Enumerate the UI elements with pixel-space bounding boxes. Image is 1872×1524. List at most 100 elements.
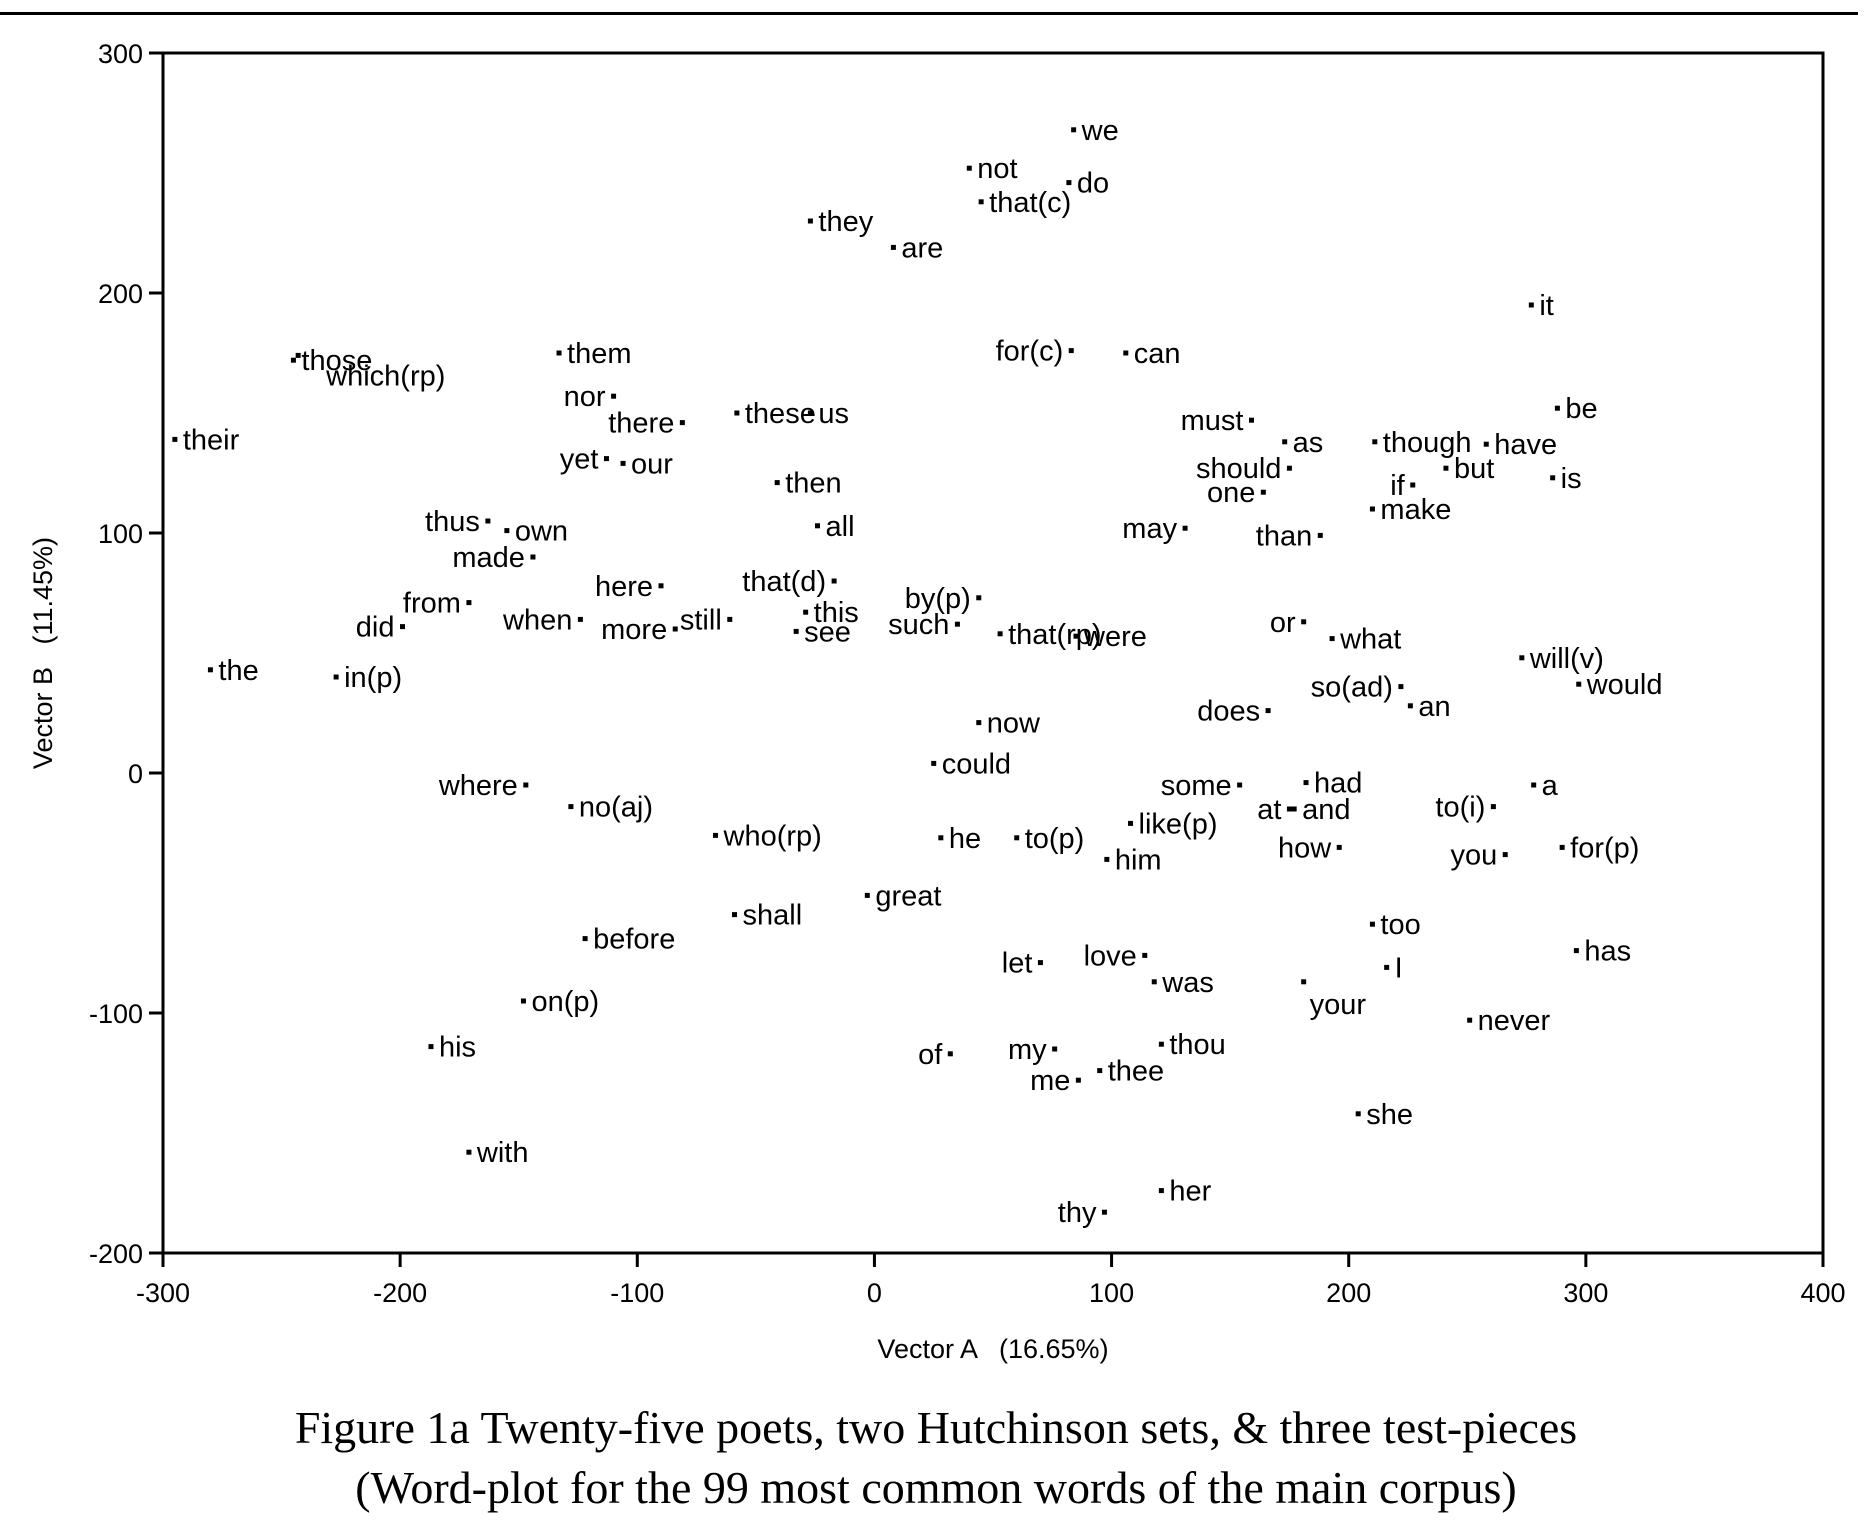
data-point: [1182, 525, 1188, 531]
point-label: did: [356, 612, 395, 644]
data-point: [520, 998, 526, 1004]
data-point: [1052, 1046, 1058, 1052]
data-point: [1467, 1017, 1473, 1023]
point-label: these: [745, 398, 816, 430]
point-label: it: [1539, 290, 1554, 322]
data-point: [864, 892, 870, 898]
data-point: [672, 626, 678, 632]
y-tick-label: 100: [98, 519, 143, 549]
point-label: on(p): [531, 986, 599, 1018]
point-label: from: [403, 588, 461, 620]
point-label: which(rp): [325, 360, 445, 392]
data-point: [611, 393, 617, 399]
data-point: [890, 244, 896, 250]
data-point: [577, 616, 583, 622]
point-label: nor: [564, 381, 606, 413]
point-label: our: [631, 448, 673, 480]
point-label: him: [1115, 844, 1162, 876]
data-point: [1037, 960, 1043, 966]
point-label: for(p): [1570, 832, 1639, 864]
data-point: [1531, 782, 1537, 788]
data-point: [1248, 417, 1254, 423]
point-label: there: [608, 408, 674, 440]
point-label: if: [1390, 470, 1405, 502]
data-point: [1291, 806, 1297, 812]
data-point: [732, 912, 738, 918]
data-point: [1502, 852, 1508, 858]
data-point: [295, 352, 301, 358]
point-label: so(ad): [1311, 672, 1393, 704]
data-point: [1286, 465, 1292, 471]
point-label: as: [1293, 427, 1324, 459]
data-point: [290, 357, 296, 363]
data-point: [207, 667, 213, 673]
data-point: [1490, 804, 1496, 810]
data-point: [1559, 844, 1565, 850]
point-label: see: [804, 616, 851, 648]
data-point: [1068, 348, 1074, 354]
data-point: [1123, 350, 1129, 356]
point-label: never: [1478, 1005, 1551, 1037]
data-point: [1317, 532, 1323, 538]
data-point: [1369, 921, 1375, 927]
data-point: [938, 835, 944, 841]
point-label: I: [1395, 952, 1403, 984]
data-point: [466, 1149, 472, 1155]
point-label: them: [567, 338, 631, 370]
point-label: a: [1542, 770, 1559, 802]
point-label: when: [502, 604, 572, 636]
point-label: in(p): [344, 662, 402, 694]
data-point: [1128, 820, 1134, 826]
data-point: [400, 624, 406, 630]
point-label: how: [1278, 832, 1332, 864]
data-point: [1066, 180, 1072, 186]
point-label: by(p): [905, 583, 971, 615]
data-point: [1369, 506, 1375, 512]
data-point: [428, 1044, 434, 1050]
data-point: [172, 436, 178, 442]
point-label: and: [1302, 794, 1350, 826]
figure-caption: Figure 1a Twenty-five poets, two Hutchin…: [0, 1398, 1872, 1518]
caption-line-2: (Word-plot for the 99 most common words …: [355, 1462, 1517, 1513]
point-label: is: [1561, 463, 1582, 495]
point-label: would: [1586, 669, 1663, 701]
data-point: [831, 578, 837, 584]
point-label: too: [1380, 909, 1420, 941]
point-label: we: [1081, 115, 1119, 147]
point-label: does: [1197, 696, 1260, 728]
point-label: thus: [425, 506, 480, 538]
data-point: [727, 616, 733, 622]
point-label: her: [1169, 1176, 1211, 1208]
data-point: [966, 165, 972, 171]
point-label: was: [1161, 967, 1214, 999]
point-label: all: [826, 511, 855, 543]
data-point: [620, 460, 626, 466]
x-tick-label: 400: [1800, 1278, 1845, 1308]
point-label: that(c): [989, 187, 1071, 219]
x-tick-label: 0: [867, 1278, 882, 1308]
point-label: great: [875, 880, 941, 912]
data-point: [1301, 979, 1307, 985]
data-point: [1528, 302, 1534, 308]
point-label: should: [1196, 453, 1281, 485]
data-point: [1576, 681, 1582, 687]
point-label: love: [1084, 940, 1137, 972]
point-label: must: [1181, 405, 1244, 437]
point-label: then: [785, 468, 841, 500]
point-label: were: [1083, 621, 1147, 653]
point-label: will(v): [1529, 643, 1604, 675]
point-label: has: [1584, 936, 1631, 968]
data-point: [679, 420, 685, 426]
point-label: could: [942, 748, 1011, 780]
data-point: [1142, 952, 1148, 958]
point-label: not: [977, 153, 1017, 185]
point-label: an: [1418, 691, 1450, 723]
data-point: [803, 609, 809, 615]
data-point: [1443, 465, 1449, 471]
point-label: with: [476, 1137, 529, 1169]
top-rule: [0, 12, 1858, 15]
point-label: your: [1310, 989, 1367, 1021]
point-label: such: [888, 609, 949, 641]
data-point: [976, 720, 982, 726]
data-point: [1260, 489, 1266, 495]
